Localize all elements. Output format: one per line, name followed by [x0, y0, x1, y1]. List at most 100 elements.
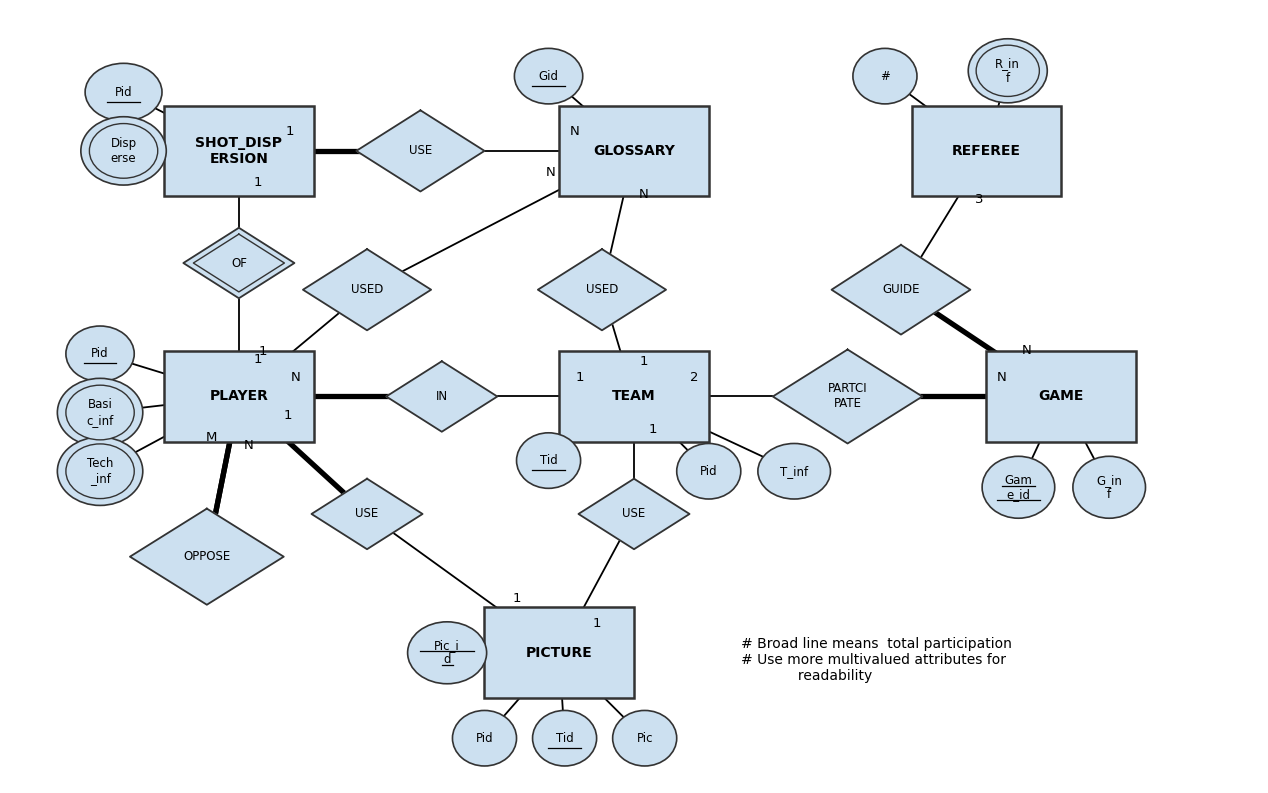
Ellipse shape: [969, 39, 1047, 103]
Text: 1: 1: [576, 371, 585, 384]
Text: c_inf: c_inf: [86, 414, 114, 427]
FancyBboxPatch shape: [559, 105, 709, 197]
Text: 1: 1: [593, 616, 601, 630]
Text: 1: 1: [254, 176, 262, 189]
Text: 1: 1: [284, 408, 292, 422]
Ellipse shape: [758, 443, 831, 499]
Ellipse shape: [983, 456, 1055, 519]
Polygon shape: [312, 479, 422, 550]
Ellipse shape: [533, 711, 597, 766]
Text: R_in: R_in: [995, 57, 1021, 70]
Ellipse shape: [407, 622, 487, 684]
FancyBboxPatch shape: [164, 105, 313, 197]
Text: GLOSSARY: GLOSSARY: [593, 144, 675, 158]
Text: GUIDE: GUIDE: [883, 283, 919, 297]
Text: 1: 1: [254, 353, 262, 366]
Ellipse shape: [66, 444, 134, 499]
Text: SHOT_DISP
ERSION: SHOT_DISP ERSION: [195, 136, 283, 166]
Text: Basi: Basi: [87, 398, 113, 412]
Ellipse shape: [853, 48, 917, 104]
Text: USE: USE: [355, 508, 379, 520]
Text: T_inf: T_inf: [780, 465, 808, 477]
FancyBboxPatch shape: [987, 351, 1136, 442]
Text: N: N: [243, 439, 254, 452]
Text: USE: USE: [408, 144, 432, 157]
Text: OF: OF: [231, 256, 247, 270]
Text: _inf: _inf: [90, 473, 110, 485]
Polygon shape: [184, 228, 294, 298]
Text: PARTCI
PATE: PARTCI PATE: [828, 382, 867, 411]
FancyBboxPatch shape: [912, 105, 1061, 197]
Text: 2: 2: [690, 371, 699, 384]
Text: N: N: [545, 167, 555, 179]
Text: f: f: [1107, 488, 1111, 500]
Text: d: d: [444, 653, 451, 666]
FancyBboxPatch shape: [164, 351, 313, 442]
Text: Pic: Pic: [637, 732, 653, 745]
Text: N: N: [639, 188, 649, 201]
Text: Pid: Pid: [476, 732, 493, 745]
Text: 1: 1: [649, 423, 658, 436]
Text: Gam: Gam: [1004, 473, 1032, 487]
Text: Pid: Pid: [700, 465, 718, 477]
Ellipse shape: [89, 124, 157, 178]
Ellipse shape: [57, 378, 143, 446]
Text: PICTURE: PICTURE: [526, 646, 592, 660]
Text: N: N: [290, 371, 301, 384]
Text: Gid: Gid: [539, 70, 559, 82]
Text: 1: 1: [259, 345, 266, 358]
Ellipse shape: [976, 45, 1040, 97]
Polygon shape: [578, 479, 690, 550]
Text: Tid: Tid: [555, 732, 573, 745]
Text: #: #: [880, 70, 890, 82]
Ellipse shape: [515, 48, 583, 104]
Text: f: f: [1006, 71, 1009, 85]
Text: M: M: [205, 431, 217, 444]
Ellipse shape: [1073, 456, 1145, 519]
Text: Tech: Tech: [87, 457, 113, 470]
Ellipse shape: [57, 437, 143, 505]
FancyBboxPatch shape: [484, 607, 634, 698]
Text: Pid: Pid: [91, 347, 109, 360]
Text: IN: IN: [436, 390, 448, 403]
Text: PLAYER: PLAYER: [209, 389, 269, 404]
Text: e_id: e_id: [1007, 488, 1031, 500]
Text: 3: 3: [975, 193, 983, 206]
Text: 1: 1: [512, 592, 521, 605]
Text: # Broad line means  total participation
# Use more multivalued attributes for
  : # Broad line means total participation #…: [741, 637, 1012, 684]
FancyBboxPatch shape: [559, 351, 709, 442]
Text: Pid: Pid: [114, 86, 132, 98]
Text: 1: 1: [639, 354, 648, 368]
Text: USED: USED: [586, 283, 619, 297]
Text: G_in: G_in: [1097, 473, 1122, 487]
Ellipse shape: [66, 326, 134, 381]
Text: REFEREE: REFEREE: [952, 144, 1021, 158]
Ellipse shape: [66, 385, 134, 440]
Ellipse shape: [516, 433, 581, 488]
Text: OPPOSE: OPPOSE: [184, 550, 231, 563]
Text: Tid: Tid: [540, 454, 558, 467]
Text: USED: USED: [351, 283, 383, 297]
Polygon shape: [772, 350, 922, 443]
Ellipse shape: [81, 117, 166, 185]
Polygon shape: [832, 245, 970, 335]
Ellipse shape: [453, 711, 516, 766]
Ellipse shape: [612, 711, 677, 766]
Text: Pic_i: Pic_i: [434, 639, 460, 653]
Text: N: N: [997, 371, 1007, 384]
Text: Disp: Disp: [110, 136, 137, 150]
Text: N: N: [569, 125, 579, 138]
Polygon shape: [129, 508, 284, 605]
Text: erse: erse: [110, 152, 137, 165]
Polygon shape: [387, 362, 497, 431]
Text: 1: 1: [285, 125, 294, 138]
Polygon shape: [356, 110, 484, 191]
Text: GAME: GAME: [1038, 389, 1084, 404]
Text: N: N: [1022, 344, 1032, 357]
Ellipse shape: [677, 443, 741, 499]
Text: TEAM: TEAM: [612, 389, 656, 404]
Ellipse shape: [85, 63, 162, 121]
Polygon shape: [303, 249, 431, 331]
Polygon shape: [538, 249, 666, 331]
Text: USE: USE: [623, 508, 645, 520]
